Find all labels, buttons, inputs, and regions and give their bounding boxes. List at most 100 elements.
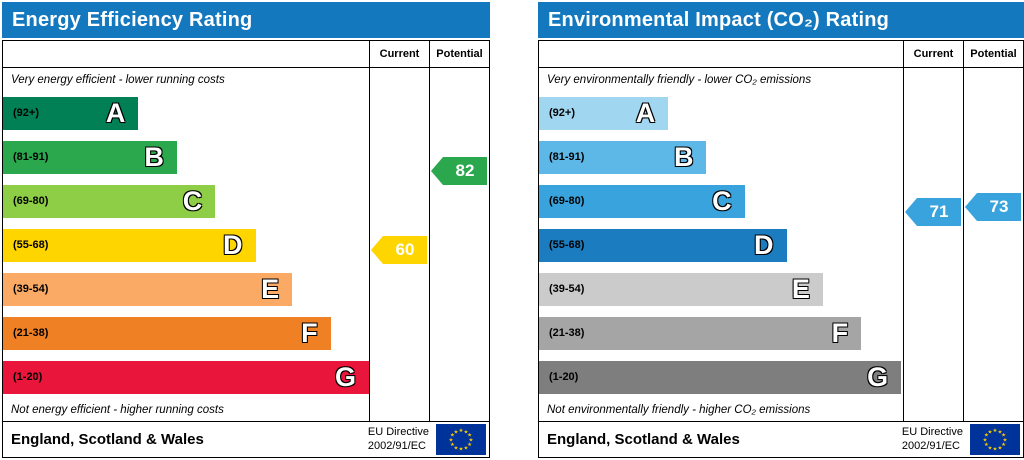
band-area: Very environmentally friendly - lower CO… <box>539 68 903 421</box>
band-rows: (92+) A (81-91) B (69-80) C (55-68) D (39-54) E (2… <box>3 91 369 399</box>
band-range-label: (1-20) <box>549 371 579 383</box>
footer: England, Scotland & Wales EU Directive 2… <box>3 421 489 457</box>
panel-title: Energy Efficiency Rating <box>2 2 490 38</box>
band-row-b: (81-91) B <box>3 135 369 179</box>
potential-column-header: Potential <box>963 41 1023 67</box>
band-letter: A <box>105 97 126 128</box>
band-range-label: (55-68) <box>549 239 585 251</box>
band-bar-a: (92+) A <box>539 96 669 130</box>
svg-text:★: ★ <box>988 429 993 435</box>
panel-title: Environmental Impact (CO₂) Rating <box>538 2 1024 38</box>
svg-text:★: ★ <box>984 433 989 439</box>
band-letter: E <box>791 273 810 304</box>
band-range-label: (69-80) <box>549 195 585 207</box>
band-bar-d: (55-68) D <box>539 228 787 262</box>
band-range-label: (39-54) <box>13 283 49 295</box>
svg-text:★: ★ <box>450 442 455 448</box>
svg-text:★: ★ <box>983 438 988 444</box>
current-column <box>903 68 963 421</box>
eu-flag-icon: ★ ★ ★★ ★★ ★★ ★★ ★★ <box>970 424 1020 455</box>
band-bar-e: (39-54) E <box>3 272 293 306</box>
chart-body: Very energy efficient - lower running co… <box>3 68 489 421</box>
band-row-d: (55-68) D <box>3 223 369 267</box>
svg-text:★: ★ <box>1001 442 1006 448</box>
current-rating-pointer: 60 <box>371 236 427 264</box>
column-header-spacer <box>539 41 903 67</box>
band-range-label: (39-54) <box>549 283 585 295</box>
band-row-a: (92+) A <box>3 91 369 135</box>
energy-efficiency-panel: Energy Efficiency Rating Current Potenti… <box>2 2 490 458</box>
svg-text:★: ★ <box>449 438 454 444</box>
current-rating-pointer: 71 <box>905 198 961 226</box>
svg-text:★: ★ <box>467 433 472 439</box>
svg-text:★: ★ <box>993 428 998 434</box>
top-caption: Very energy efficient - lower running co… <box>11 73 225 86</box>
svg-text:★: ★ <box>984 442 989 448</box>
band-letter: G <box>867 361 889 392</box>
band-letter: G <box>334 361 356 392</box>
band-bar-g: (1-20) G <box>539 360 902 394</box>
eu-directive-label: EU Directive 2002/91/EC <box>368 426 429 452</box>
band-letter: F <box>301 317 318 348</box>
band-range-label: (21-38) <box>13 327 49 339</box>
current-column <box>369 68 429 421</box>
svg-text:★: ★ <box>998 429 1003 435</box>
svg-text:★: ★ <box>454 446 459 452</box>
svg-text:★: ★ <box>1003 438 1008 444</box>
band-bar-c: (69-80) C <box>3 184 216 218</box>
eu-directive-line2: 2002/91/EC <box>901 439 960 452</box>
column-header-spacer <box>3 41 369 67</box>
potential-column <box>429 68 489 421</box>
eu-flag-icon: ★ ★ ★★ ★★ ★★ ★★ ★★ <box>436 424 486 455</box>
eu-directive-line1: EU Directive <box>901 426 963 439</box>
column-headers: Current Potential <box>3 41 489 68</box>
band-row-c: (69-80) C <box>539 179 903 223</box>
eu-directive-line2: 2002/91/EC <box>367 439 426 452</box>
band-letter: C <box>712 185 732 216</box>
region-label: England, Scotland & Wales <box>547 431 740 448</box>
potential-rating-pointer: 82 <box>431 157 487 185</box>
band-row-e: (39-54) E <box>3 267 369 311</box>
band-bar-a: (92+) A <box>3 96 139 130</box>
band-bar-b: (81-91) B <box>3 140 177 174</box>
band-bar-f: (21-38) F <box>3 316 331 350</box>
band-bar-e: (39-54) E <box>539 272 823 306</box>
band-bar-b: (81-91) B <box>539 140 707 174</box>
band-row-c: (69-80) C <box>3 179 369 223</box>
band-bar-g: (1-20) G <box>3 360 369 394</box>
band-range-label: (92+) <box>13 107 39 119</box>
potential-rating-pointer: 73 <box>965 193 1021 221</box>
band-range-label: (69-80) <box>13 195 49 207</box>
svg-text:★: ★ <box>993 447 998 453</box>
svg-text:★: ★ <box>464 429 469 435</box>
band-letter: E <box>261 273 280 304</box>
potential-column-header: Potential <box>429 41 489 67</box>
band-letter: C <box>182 185 203 216</box>
current-column-header: Current <box>369 41 429 67</box>
band-bar-d: (55-68) D <box>3 228 256 262</box>
band-row-g: (1-20) G <box>539 355 903 399</box>
band-row-f: (21-38) F <box>3 311 369 355</box>
svg-text:★: ★ <box>459 447 464 453</box>
svg-text:★: ★ <box>1001 433 1006 439</box>
band-range-label: (92+) <box>549 107 575 119</box>
svg-text:★: ★ <box>450 433 455 439</box>
band-letter: F <box>831 317 849 348</box>
svg-text:★: ★ <box>454 429 459 435</box>
bottom-caption: Not environmentally friendly - higher CO… <box>547 404 811 416</box>
region-label: England, Scotland & Wales <box>11 431 204 448</box>
band-area: Very energy efficient - lower running co… <box>3 68 369 421</box>
band-letter: B <box>673 141 694 172</box>
band-row-b: (81-91) B <box>539 135 903 179</box>
svg-text:★: ★ <box>998 446 1003 452</box>
band-range-label: (21-38) <box>549 327 585 339</box>
rating-table: Current Potential Very environmentally f… <box>538 40 1024 458</box>
band-range-label: (1-20) <box>13 371 43 383</box>
band-row-d: (55-68) D <box>539 223 903 267</box>
band-letter: B <box>144 141 164 172</box>
footer: England, Scotland & Wales EU Directive 2… <box>539 421 1023 457</box>
band-letter: D <box>754 229 774 260</box>
top-caption: Very environmentally friendly - lower CO… <box>547 73 812 86</box>
band-range-label: (81-91) <box>13 151 49 163</box>
